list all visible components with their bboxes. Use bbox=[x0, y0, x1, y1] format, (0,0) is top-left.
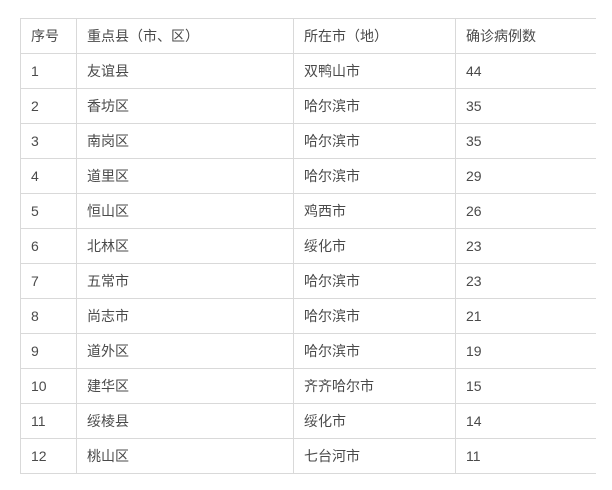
table-row: 1 友谊县 双鸭山市 44 bbox=[20, 53, 596, 89]
table-cell: 建华区 bbox=[76, 368, 294, 404]
table-cell: 11 bbox=[20, 403, 77, 439]
table-cell: 双鸭山市 bbox=[293, 53, 456, 89]
table-cell: 七台河市 bbox=[293, 438, 456, 474]
table-cell: 北林区 bbox=[76, 228, 294, 264]
table-cell: 4 bbox=[20, 158, 77, 194]
table-cell: 26 bbox=[455, 193, 596, 229]
table-row: 8 尚志市 哈尔滨市 21 bbox=[20, 298, 596, 334]
table-cell: 8 bbox=[20, 298, 77, 334]
table-row: 12 桃山区 七台河市 11 bbox=[20, 438, 596, 474]
table-cell: 哈尔滨市 bbox=[293, 158, 456, 194]
table-cell: 道里区 bbox=[76, 158, 294, 194]
table-cell: 11 bbox=[455, 438, 596, 474]
table-cell: 14 bbox=[455, 403, 596, 439]
table-row: 7 五常市 哈尔滨市 23 bbox=[20, 263, 596, 299]
table-cell: 绥化市 bbox=[293, 403, 456, 439]
table-row: 10 建华区 齐齐哈尔市 15 bbox=[20, 368, 596, 404]
table-cell: 桃山区 bbox=[76, 438, 294, 474]
table-row: 9 道外区 哈尔滨市 19 bbox=[20, 333, 596, 369]
table-cell: 哈尔滨市 bbox=[293, 333, 456, 369]
key-counties-cases-table: 序号 重点县（市、区） 所在市（地） 确诊病例数 1 友谊县 双鸭山市 44 2 香坊区哈… bbox=[20, 18, 596, 474]
table-cell: 哈尔滨市 bbox=[293, 263, 456, 299]
table-cell: 23 bbox=[455, 263, 596, 299]
table-cell: 友谊县 bbox=[76, 53, 294, 89]
table-cell: 10 bbox=[20, 368, 77, 404]
table-cell: 尚志市 bbox=[76, 298, 294, 334]
table-row: 4 道里区 哈尔滨市 29 bbox=[20, 158, 596, 194]
table-cell: 9 bbox=[20, 333, 77, 369]
table-cell: 3 bbox=[20, 123, 77, 159]
table-cell: 恒山区 bbox=[76, 193, 294, 229]
column-header-county: 重点县（市、区） bbox=[76, 18, 294, 54]
table-row: 11 绥棱县 绥化市 14 bbox=[20, 403, 596, 439]
table-cell: 五常市 bbox=[76, 263, 294, 299]
table-cell: 6 bbox=[20, 228, 77, 264]
table-cell: 南岗区 bbox=[76, 123, 294, 159]
table-cell: 35 bbox=[455, 123, 596, 159]
table-cell: 19 bbox=[455, 333, 596, 369]
table-cell: 15 bbox=[455, 368, 596, 404]
table-cell: 绥化市 bbox=[293, 228, 456, 264]
column-header-cases: 确诊病例数 bbox=[455, 18, 596, 54]
table-row: 6 北林区 绥化市 23 bbox=[20, 228, 596, 264]
table-body: 1 友谊县 双鸭山市 44 2 香坊区 哈尔滨市 35 3 南岗区 哈尔滨市 35 4 道里区 哈尔滨市 29… bbox=[20, 53, 596, 474]
table-cell: 5 bbox=[20, 193, 77, 229]
table-cell: 29 bbox=[455, 158, 596, 194]
table-header: 序号 重点县（市、区） 所在市（地） 确诊病例数 bbox=[20, 18, 596, 54]
table-cell: 21 bbox=[455, 298, 596, 334]
table-cell: 7 bbox=[20, 263, 77, 299]
table-row: 3 南岗区 哈尔滨市 35 bbox=[20, 123, 596, 159]
table-cell: 道外区 bbox=[76, 333, 294, 369]
table-cell: 2 bbox=[20, 88, 77, 124]
table-cell: 23 bbox=[455, 228, 596, 264]
table-cell: 哈尔滨市 bbox=[293, 123, 456, 159]
table-cell: 齐齐哈尔市 bbox=[293, 368, 456, 404]
table-row: 2 香坊区 哈尔滨市 35 bbox=[20, 88, 596, 124]
table-cell: 香坊区 bbox=[76, 88, 294, 124]
table-cell: 鸡西市 bbox=[293, 193, 456, 229]
table-cell: 1 bbox=[20, 53, 77, 89]
table-cell: 哈尔滨市 bbox=[293, 298, 456, 334]
table-cell: 绥棱县 bbox=[76, 403, 294, 439]
column-header-city: 所在市（地） bbox=[293, 18, 456, 54]
table-cell: 哈尔滨市 bbox=[293, 88, 456, 124]
column-header-index: 序号 bbox=[20, 18, 77, 54]
table-row: 5 恒山区 鸡西市 26 bbox=[20, 193, 596, 229]
table-cell: 44 bbox=[455, 53, 596, 89]
cases-table-container: 序号 重点县（市、区） 所在市（地） 确诊病例数 1 友谊县 双鸭山市 44 2 香坊区哈… bbox=[20, 18, 596, 474]
header-row: 序号 重点县（市、区） 所在市（地） 确诊病例数 bbox=[20, 18, 596, 54]
table-cell: 35 bbox=[455, 88, 596, 124]
table-cell: 12 bbox=[20, 438, 77, 474]
